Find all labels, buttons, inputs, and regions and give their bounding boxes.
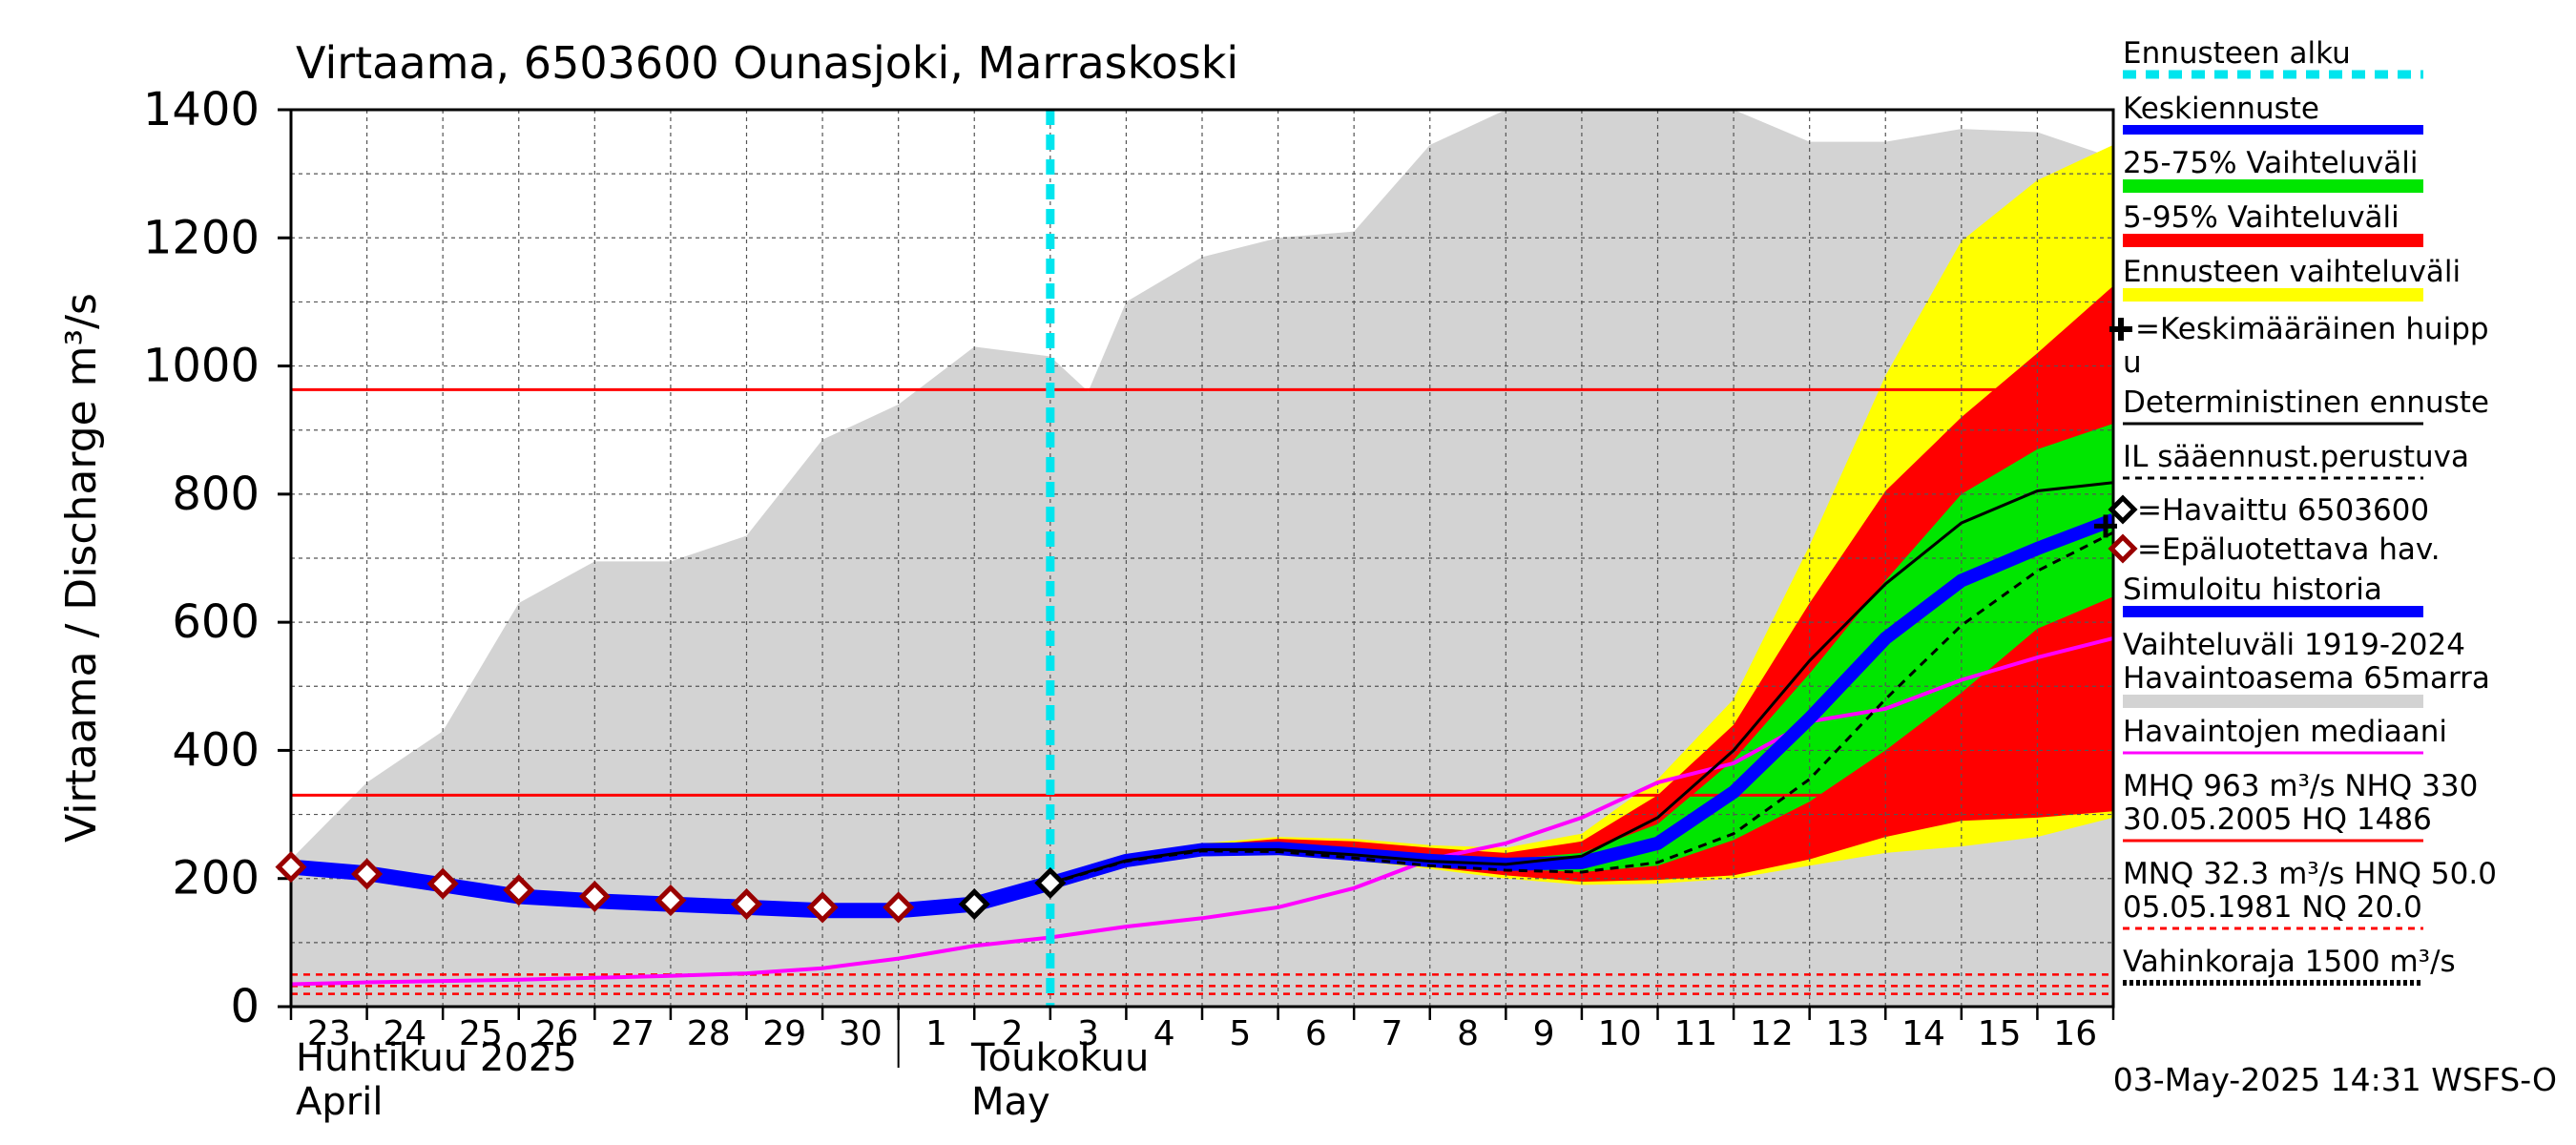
legend-median-label: Havaintojen mediaani bbox=[2123, 715, 2447, 749]
x-tick-label: 28 bbox=[687, 1014, 731, 1053]
plot-area bbox=[291, 110, 2113, 1007]
legend-mean-forecast-label: Keskiennuste bbox=[2123, 92, 2319, 126]
mean-peak-marker bbox=[2094, 514, 2117, 538]
x-tick-label: 15 bbox=[1978, 1014, 2022, 1053]
il-forecast-line bbox=[1049, 531, 2113, 885]
month-label-fi-may: Toukokuu bbox=[970, 1036, 1149, 1080]
x-tick-label: 23 bbox=[307, 1014, 351, 1053]
legend-mhq-label: MHQ 963 m³/s NHQ 330 bbox=[2123, 769, 2478, 803]
timestamp: 03-May-2025 14:31 WSFS-O bbox=[2113, 1061, 2557, 1098]
x-tick-label: 1 bbox=[925, 1014, 947, 1053]
x-tick-label: 11 bbox=[1673, 1014, 1717, 1053]
observed-marker bbox=[1034, 866, 1067, 899]
legend-mean-peak-icon bbox=[2109, 318, 2132, 341]
chart-title: Virtaama, 6503600 Ounasjoki, Marraskoski bbox=[296, 37, 1238, 89]
x-tick-label: 30 bbox=[839, 1014, 883, 1053]
unreliable-observation-marker bbox=[578, 880, 611, 913]
legend-il-forecast-label: IL sääennust.perustuva bbox=[2123, 440, 2469, 474]
legend-history-range-label: Vaihteluväli 1919-2024 bbox=[2123, 628, 2465, 662]
x-tick-label: 29 bbox=[762, 1014, 806, 1053]
legend-mnq-label: MNQ 32.3 m³/s HNQ 50.0 bbox=[2123, 857, 2497, 891]
legend-unreliable-label: =Epäluotettava hav. bbox=[2137, 532, 2441, 567]
unreliable-observation-marker bbox=[883, 891, 915, 924]
x-tick-label: 4 bbox=[1153, 1014, 1175, 1053]
unreliable-observation-marker bbox=[351, 858, 384, 890]
legend-unreliable-diamond-icon bbox=[2108, 533, 2138, 564]
unreliable-observation-marker bbox=[730, 888, 763, 921]
legend: Ennusteen alku Keskiennuste 25-75% Vaiht… bbox=[2108, 36, 2497, 986]
month-label-en-may: May bbox=[971, 1080, 1050, 1124]
legend-history-station-label: Havaintoasema 65marra bbox=[2123, 661, 2490, 696]
markers-layer bbox=[275, 514, 2117, 924]
legend-simulated-swatch bbox=[2123, 606, 2423, 617]
gridlines bbox=[291, 110, 2113, 1007]
legend-band-25-75-label: 25-75% Vaihteluväli bbox=[2123, 146, 2419, 180]
legend-mnq-date-label: 05.05.1981 NQ 20.0 bbox=[2123, 890, 2422, 925]
y-tick-label: 600 bbox=[172, 595, 260, 649]
y-tick-label: 800 bbox=[172, 468, 260, 521]
legend-history-range-swatch bbox=[2123, 695, 2423, 708]
y-tick-label: 0 bbox=[230, 980, 260, 1033]
unreliable-observation-marker bbox=[275, 851, 307, 884]
legend-mean-peak-label: =Keskimääräinen huipp bbox=[2135, 312, 2489, 346]
legend-forecast-range-swatch bbox=[2123, 288, 2423, 302]
y-tick-label: 1200 bbox=[143, 211, 260, 264]
x-tick-label: 24 bbox=[383, 1014, 426, 1053]
legend-observed-label: =Havaittu 6503600 bbox=[2137, 493, 2429, 528]
x-tick-label: 7 bbox=[1381, 1014, 1403, 1053]
y-tick-label: 200 bbox=[172, 852, 260, 906]
legend-band-5-95-swatch bbox=[2123, 234, 2423, 247]
x-tick-label: 25 bbox=[459, 1014, 503, 1053]
x-tick-label: 2 bbox=[1002, 1014, 1024, 1053]
unreliable-observation-marker bbox=[426, 867, 459, 900]
x-tick-label: 13 bbox=[1826, 1014, 1870, 1053]
y-axis-label: Virtaama / Discharge m³/s bbox=[57, 293, 106, 843]
legend-band-25-75-swatch bbox=[2123, 179, 2423, 193]
x-tick-label: 12 bbox=[1750, 1014, 1794, 1053]
month-label-en-april: April bbox=[296, 1080, 383, 1124]
band-25-75-area bbox=[1049, 424, 2113, 885]
legend-forecast-start-label: Ennusteen alku bbox=[2123, 36, 2351, 71]
legend-deterministic-label: Deterministinen ennuste bbox=[2123, 385, 2489, 420]
legend-observed-diamond-icon bbox=[2108, 494, 2138, 525]
observed-marker bbox=[958, 888, 990, 921]
legend-simulated-label: Simuloitu historia bbox=[2123, 572, 2382, 607]
x-tick-label: 9 bbox=[1533, 1014, 1555, 1053]
legend-forecast-range-label: Ennusteen vaihteluväli bbox=[2123, 255, 2461, 289]
legend-mean-forecast-swatch bbox=[2123, 125, 2423, 135]
legend-damage-limit-label: Vahinkoraja 1500 m³/s bbox=[2123, 945, 2456, 979]
y-tick-label: 1400 bbox=[143, 83, 260, 136]
unreliable-observation-marker bbox=[654, 885, 687, 917]
unreliable-observation-marker bbox=[503, 874, 535, 906]
unreliable-observation-marker bbox=[806, 891, 839, 924]
x-tick-label: 26 bbox=[535, 1014, 579, 1053]
x-ticks: 23 24 25 26 27 28 29 30 1 2 3 4 5 6 7 8 9 10 11 12 13 14 15 16 bbox=[289, 1007, 2115, 1068]
legend-mean-peak-label-cont: u bbox=[2123, 345, 2142, 380]
x-tick-label: 10 bbox=[1598, 1014, 1642, 1053]
x-tick-label: 16 bbox=[2053, 1014, 2097, 1053]
legend-mhq-date-label: 30.05.2005 HQ 1486 bbox=[2123, 802, 2432, 837]
x-tick-label: 6 bbox=[1305, 1014, 1327, 1053]
x-tick-label: 8 bbox=[1457, 1014, 1479, 1053]
x-tick-label: 27 bbox=[611, 1014, 654, 1053]
legend-band-5-95-label: 5-95% Vaihteluväli bbox=[2123, 200, 2399, 235]
y-tick-label: 1000 bbox=[143, 340, 260, 393]
y-tick-label: 400 bbox=[172, 723, 260, 777]
reference-lines bbox=[291, 387, 2113, 995]
month-label-fi-april: Huhtikuu 2025 bbox=[296, 1036, 577, 1080]
x-tick-label: 14 bbox=[1901, 1014, 1945, 1053]
y-ticks: 0 200 400 600 800 1000 1200 1400 bbox=[143, 83, 291, 1033]
x-tick-label: 5 bbox=[1229, 1014, 1251, 1053]
x-tick-label: 3 bbox=[1077, 1014, 1099, 1053]
deterministic-forecast-line bbox=[1049, 481, 2113, 885]
